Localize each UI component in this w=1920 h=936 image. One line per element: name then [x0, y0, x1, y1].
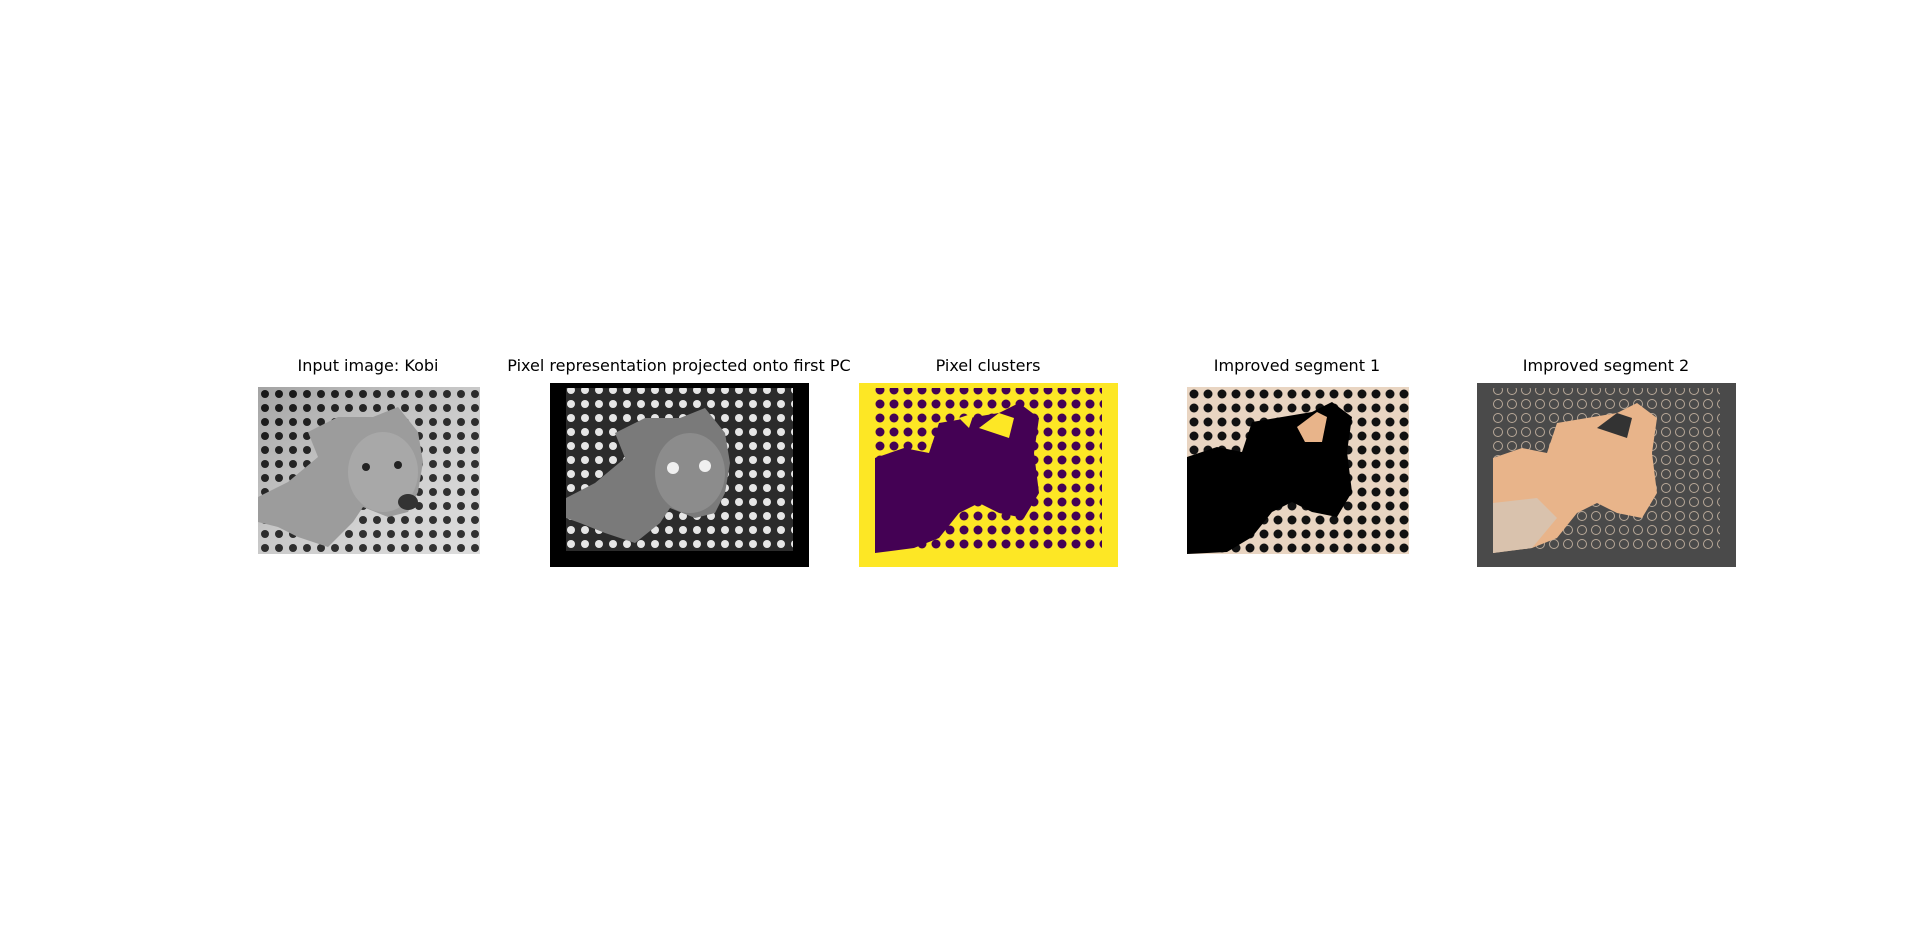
cluster-map-image [859, 383, 1118, 567]
panel-title-pc: Pixel representation projected onto firs… [507, 356, 851, 375]
segment-1-image [1187, 387, 1409, 554]
panel-title-input: Input image: Kobi [297, 356, 439, 375]
panel-title-seg2: Improved segment 2 [1522, 356, 1690, 375]
panel-title-clusters: Pixel clusters [935, 356, 1041, 375]
segment-2-image [1477, 383, 1736, 567]
panel-title-seg1: Improved segment 1 [1213, 356, 1381, 375]
input-image [258, 387, 480, 554]
pc-projection-image [550, 383, 809, 567]
